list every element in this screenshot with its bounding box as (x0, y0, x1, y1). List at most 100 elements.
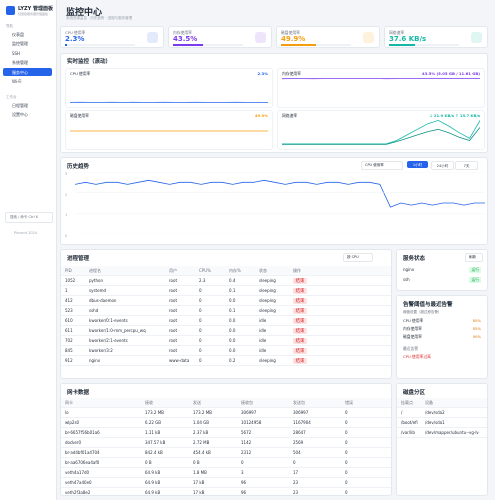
nav-item[interactable]: 设置中心 (3, 111, 52, 119)
progress-track (281, 44, 351, 46)
chart-value: 2.3% (257, 71, 268, 76)
nav-item[interactable]: 日程管理 (3, 101, 52, 109)
kill-button[interactable]: 结束 (293, 347, 307, 354)
refresh-button[interactable]: 刷新 (465, 253, 483, 262)
kill-button[interactable]: 结束 (293, 287, 307, 294)
table-cell: 0.0 (229, 348, 236, 353)
stat-card: 网络速率 37.6 KB/s (384, 26, 488, 48)
table-cell: /dev/sda2 (425, 410, 445, 415)
kill-button[interactable]: 结束 (293, 297, 307, 304)
table-cell: 3 (241, 470, 244, 475)
brand: LYZY 管理面板 (18, 6, 54, 12)
progress-bar (389, 44, 416, 46)
history-panel: 历史趋势 CPU 使用率 1小时 24小时 7天 0 1 2 3 (60, 157, 488, 245)
service-status: 运行 (469, 277, 481, 283)
sort-select[interactable]: 按 CPU (343, 253, 373, 262)
range-button[interactable]: 24小时 (431, 161, 454, 170)
progress-bar (173, 44, 204, 46)
recent-title: 最近告警 (403, 346, 419, 351)
search-box[interactable]: 搜索 / 命令 Ctrl K (5, 212, 53, 223)
table-cell: 412 (65, 298, 73, 303)
kill-button[interactable]: 结束 (293, 327, 307, 334)
kill-button[interactable]: 结束 (293, 357, 307, 364)
range-button[interactable]: 7天 (455, 161, 478, 170)
chart-value: 49.9% (254, 113, 268, 118)
nav-label[interactable]: 服务中心 (12, 69, 28, 75)
table-cell: dbus-daemon (89, 298, 117, 303)
series-line (282, 127, 480, 145)
table-cell: 64.9 kB (145, 470, 161, 475)
chart-title: CPU 使用率 (70, 71, 91, 76)
stat-label: 网络速率 (389, 30, 405, 35)
table-cell: 1.11 kB (145, 430, 161, 435)
history-chart (75, 172, 485, 234)
nav-item[interactable]: 系统管理 (3, 59, 52, 67)
table-cell: /boot/efi (401, 420, 418, 425)
nav-label[interactable]: 设置中心 (12, 112, 28, 117)
table-cell: 2312 (241, 450, 252, 455)
stat-icon (471, 32, 482, 43)
nav-item[interactable]: 仪表盘 (3, 30, 52, 38)
y-tick-label: 1 (65, 213, 68, 218)
table-header: 挂载点 设备 (397, 398, 487, 408)
table-cell: 0 (199, 338, 202, 343)
table-row: veth4a17d0 64.9 kB 1.8 MB 3 17 0 (61, 468, 391, 478)
stat-label: CPU 使用率 (65, 30, 86, 35)
table-cell: 0 (199, 288, 202, 293)
table-cell: 0 (241, 460, 244, 465)
table-cell: sleeping (259, 288, 276, 293)
metric-select[interactable]: CPU 使用率 (361, 161, 403, 170)
nav-item[interactable]: 监控管理 (3, 40, 52, 48)
kill-button[interactable]: 结束 (293, 277, 307, 284)
table-cell: 0 B (193, 460, 200, 465)
nav-label[interactable]: 仪表盘 (12, 31, 24, 37)
footer: Pinvent 2024 (14, 231, 38, 235)
table-cell: 0.0 (229, 328, 236, 333)
column-header: 设备 (425, 399, 433, 405)
stat-card: 磁盘使用率 49.9% (276, 26, 380, 48)
range-button[interactable]: 1小时 (407, 161, 428, 168)
table-cell: 611 (65, 328, 73, 333)
tagline: 轻量级服务器管理面板 (18, 12, 49, 16)
nav-label[interactable]: 日程管理 (12, 102, 28, 108)
table-cell: 17 (293, 470, 299, 475)
kill-button[interactable]: 结束 (293, 337, 307, 344)
mini-chart: 磁盘使用率 49.9% (65, 110, 273, 150)
nav-label[interactable]: 系统管理 (12, 60, 28, 65)
chart-value: 43.5% (5.05 GB / 11.61 GB) (421, 71, 480, 76)
table-cell: 2569 (293, 440, 304, 445)
nav-item[interactable]: 服务中心 (3, 68, 52, 76)
table-cell: 912 (65, 358, 73, 363)
range-label[interactable]: 24小时 (436, 163, 449, 168)
y-tick-label: 3 (65, 172, 68, 176)
table-cell: 0.1 (229, 288, 236, 293)
nav-label[interactable]: 监控管理 (12, 41, 28, 46)
table-cell: 0.1 (229, 308, 236, 313)
table-cell: 17 kB (193, 480, 205, 485)
network-panel: 网卡数据 网卡 接收 发送 接收包 发送包 错误 lo 173.2 MB 173.2 MB 3069… (60, 383, 392, 496)
nav-label[interactable]: Wi-Fi (12, 79, 22, 84)
alert-subtitle: 阈值设置（超过即告警） (403, 310, 442, 314)
nav-label[interactable]: SSH (12, 50, 21, 56)
table-cell: wlp2s0 (65, 420, 80, 425)
refresh-label[interactable]: 刷新 (469, 255, 476, 259)
search-label[interactable]: 搜索 / 命令 Ctrl K (10, 215, 39, 219)
table-row: / /dev/sda2 (397, 408, 487, 418)
table-row: veth2f3a8e2 64.9 kB 17 kB 96 23 0 (61, 488, 391, 495)
table-cell: veth47a40e0 (65, 480, 92, 485)
column-header: 发送 (193, 399, 201, 405)
select-label[interactable]: CPU 使用率 (365, 163, 384, 167)
table-cell: 523 (65, 308, 73, 313)
table-cell: 1.04 GB (193, 420, 210, 425)
range-label[interactable]: 1小时 (412, 162, 423, 167)
kill-button[interactable]: 结束 (293, 307, 307, 314)
kill-button[interactable]: 结束 (293, 317, 307, 324)
sort-label[interactable]: 按 CPU (347, 255, 359, 259)
table-cell: nginx (89, 358, 101, 363)
nav-item[interactable]: SSH (3, 49, 52, 57)
range-label[interactable]: 7天 (463, 163, 470, 168)
table-cell: idle (259, 338, 267, 343)
nav-item[interactable]: Wi-Fi (3, 78, 52, 86)
table-cell: python (89, 278, 103, 283)
